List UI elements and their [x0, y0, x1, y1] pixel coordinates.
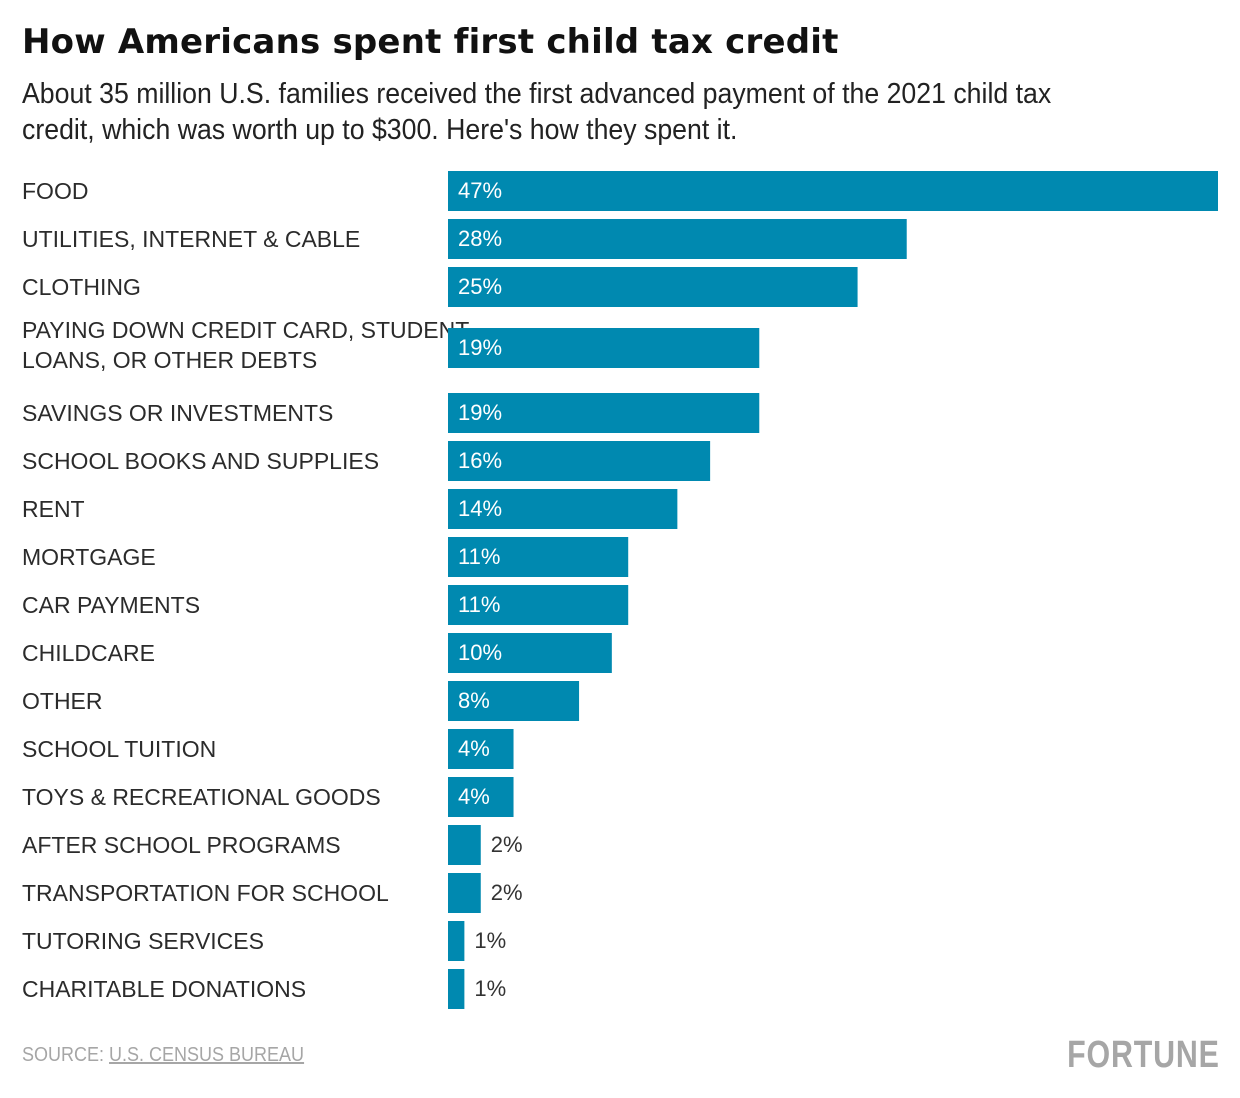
category-label: UTILITIES, INTERNET & CABLE	[22, 226, 360, 252]
category-label: TRANSPORTATION FOR SCHOOL	[22, 880, 389, 906]
bar-group: CAR PAYMENTS 11%	[22, 585, 629, 625]
value-label: 19%	[458, 335, 502, 360]
bar	[448, 393, 760, 433]
value-label: 8%	[458, 688, 490, 713]
category-label: CHILDCARE	[22, 640, 155, 666]
category-label: SCHOOL TUITION	[22, 736, 216, 762]
bar	[448, 267, 858, 307]
category-label: MORTGAGE	[22, 544, 156, 570]
bar	[448, 537, 629, 577]
value-label: 4%	[458, 736, 490, 761]
source-prefix: SOURCE:	[22, 1044, 110, 1066]
bar-group: TUTORING SERVICES 1%	[22, 921, 506, 961]
value-label: 11%	[458, 592, 500, 617]
value-label: 2%	[491, 880, 523, 905]
bar	[448, 969, 465, 1009]
value-label: 1%	[474, 928, 506, 953]
source-note: SOURCE: U.S. CENSUS BUREAU	[22, 1044, 304, 1067]
value-label: 16%	[458, 448, 502, 473]
bar	[448, 681, 580, 721]
category-label: TUTORING SERVICES	[22, 928, 264, 954]
value-label: 1%	[474, 976, 506, 1001]
bar-group: OTHER 8%	[22, 681, 580, 721]
category-label: SAVINGS OR INVESTMENTS	[22, 400, 333, 426]
category-label: CHARITABLE DONATIONS	[22, 976, 306, 1002]
bar-group: UTILITIES, INTERNET & CABLE 28%	[22, 219, 907, 259]
value-label: 25%	[458, 274, 502, 299]
value-label: 28%	[458, 226, 502, 251]
category-label: AFTER SCHOOL PROGRAMS	[22, 832, 341, 858]
source-link[interactable]: U.S. CENSUS BUREAU	[109, 1044, 305, 1066]
bar-group: RENT 14%	[22, 489, 678, 529]
bar	[448, 585, 629, 625]
chart-title: How Americans spent first child tax cred…	[22, 22, 839, 62]
value-label: 10%	[458, 640, 502, 665]
category-label: TOYS & RECREATIONAL GOODS	[22, 784, 381, 810]
bar-group: CLOTHING 25%	[22, 267, 858, 307]
bar-group: FOOD 47%	[22, 171, 1218, 211]
bar	[448, 219, 907, 259]
value-label: 4%	[458, 784, 490, 809]
bar-group: SAVINGS OR INVESTMENTS 19%	[22, 393, 760, 433]
value-label: 14%	[458, 496, 502, 521]
bar-group: MORTGAGE 11%	[22, 537, 629, 577]
bar	[448, 921, 465, 961]
bar	[448, 171, 1218, 211]
bar	[448, 328, 760, 368]
bar	[448, 777, 514, 817]
bar-group: CHARITABLE DONATIONS 1%	[22, 969, 506, 1009]
category-label: FOOD	[22, 178, 88, 204]
bar-group: PAYING DOWN CREDIT CARD, STUDENT LOANS, O…	[22, 317, 760, 373]
bar	[448, 633, 612, 673]
bar-group: SCHOOL TUITION 4%	[22, 729, 514, 769]
chart-subtitle: About 35 million U.S. families received …	[22, 78, 1052, 146]
category-label: OTHER	[22, 688, 103, 714]
fortune-logo: FORTUNE	[1067, 1034, 1220, 1076]
bar	[448, 489, 678, 529]
category-label: CAR PAYMENTS	[22, 592, 200, 618]
value-label: 2%	[491, 832, 523, 857]
category-label: SCHOOL BOOKS AND SUPPLIES	[22, 448, 379, 474]
category-label: CLOTHING	[22, 274, 141, 300]
value-label: 11%	[458, 544, 500, 569]
value-label: 47%	[458, 178, 502, 203]
bar-group: SCHOOL BOOKS AND SUPPLIES 16%	[22, 441, 711, 481]
bar	[448, 873, 481, 913]
bar	[448, 729, 514, 769]
bar-chart: FOOD 47% UTILITIES, INTERNET & CABLE 28% CLO…	[22, 171, 1218, 1009]
category-label: PAYING DOWN CREDIT CARD, STUDENT LOANS, O…	[22, 317, 469, 373]
bar-group: CHILDCARE 10%	[22, 633, 612, 673]
bar	[448, 441, 711, 481]
category-label: RENT	[22, 496, 85, 522]
bar	[448, 825, 481, 865]
bar-group: AFTER SCHOOL PROGRAMS 2%	[22, 825, 523, 865]
value-label: 19%	[458, 400, 502, 425]
bar-group: TRANSPORTATION FOR SCHOOL 2%	[22, 873, 523, 913]
bar-group: TOYS & RECREATIONAL GOODS 4%	[22, 777, 514, 817]
